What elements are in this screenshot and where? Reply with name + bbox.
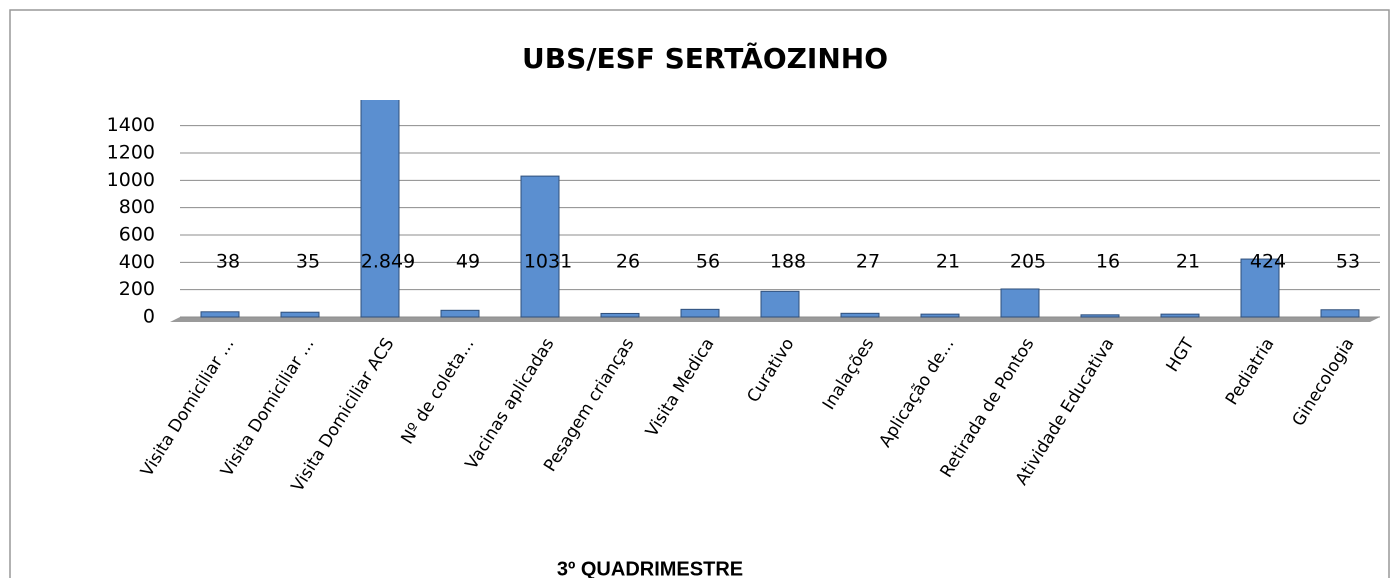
value-label: 49 [456,251,480,273]
bar [1320,309,1360,318]
bar [1080,314,1120,318]
bar [1160,313,1200,318]
bar [360,100,400,318]
value-label: 27 [856,251,880,273]
value-label: 16 [1096,251,1120,273]
y-tick-label: 200 [119,278,155,300]
y-tick-label: 1000 [107,169,155,191]
bar [760,290,800,318]
chart-frame [9,9,1390,578]
y-tick-label: 1200 [107,142,155,164]
value-label: 38 [216,251,240,273]
bar [280,311,320,318]
bar [680,308,720,318]
bar [840,312,880,318]
value-label: 21 [936,251,960,273]
plot-area [200,100,1360,318]
chart-title: UBS/ESF SERTÃOZINHO [522,41,888,75]
value-label: 205 [1010,251,1046,273]
value-label: 53 [1336,251,1360,273]
y-tick-label: 0 [143,306,155,328]
floor [170,317,1380,322]
y-tick-label: 800 [119,196,155,218]
bar [520,175,560,318]
value-label: 2.849 [361,251,415,273]
value-label: 1031 [524,251,572,273]
value-label: 26 [616,251,640,273]
value-label: 56 [696,251,720,273]
value-label: 35 [296,251,320,273]
y-tick-label: 1400 [107,114,155,136]
bar [1000,288,1040,318]
x-axis-label: 3º QUADRIMESTRE [557,558,743,578]
bar [1240,258,1280,318]
value-label: 424 [1250,251,1286,273]
y-tick-label: 400 [119,251,155,273]
y-tick-label: 600 [119,224,155,246]
bar [600,312,640,318]
value-label: 21 [1176,251,1200,273]
bar [200,311,240,318]
bar [920,313,960,318]
bar [440,309,480,318]
value-label: 188 [770,251,806,273]
